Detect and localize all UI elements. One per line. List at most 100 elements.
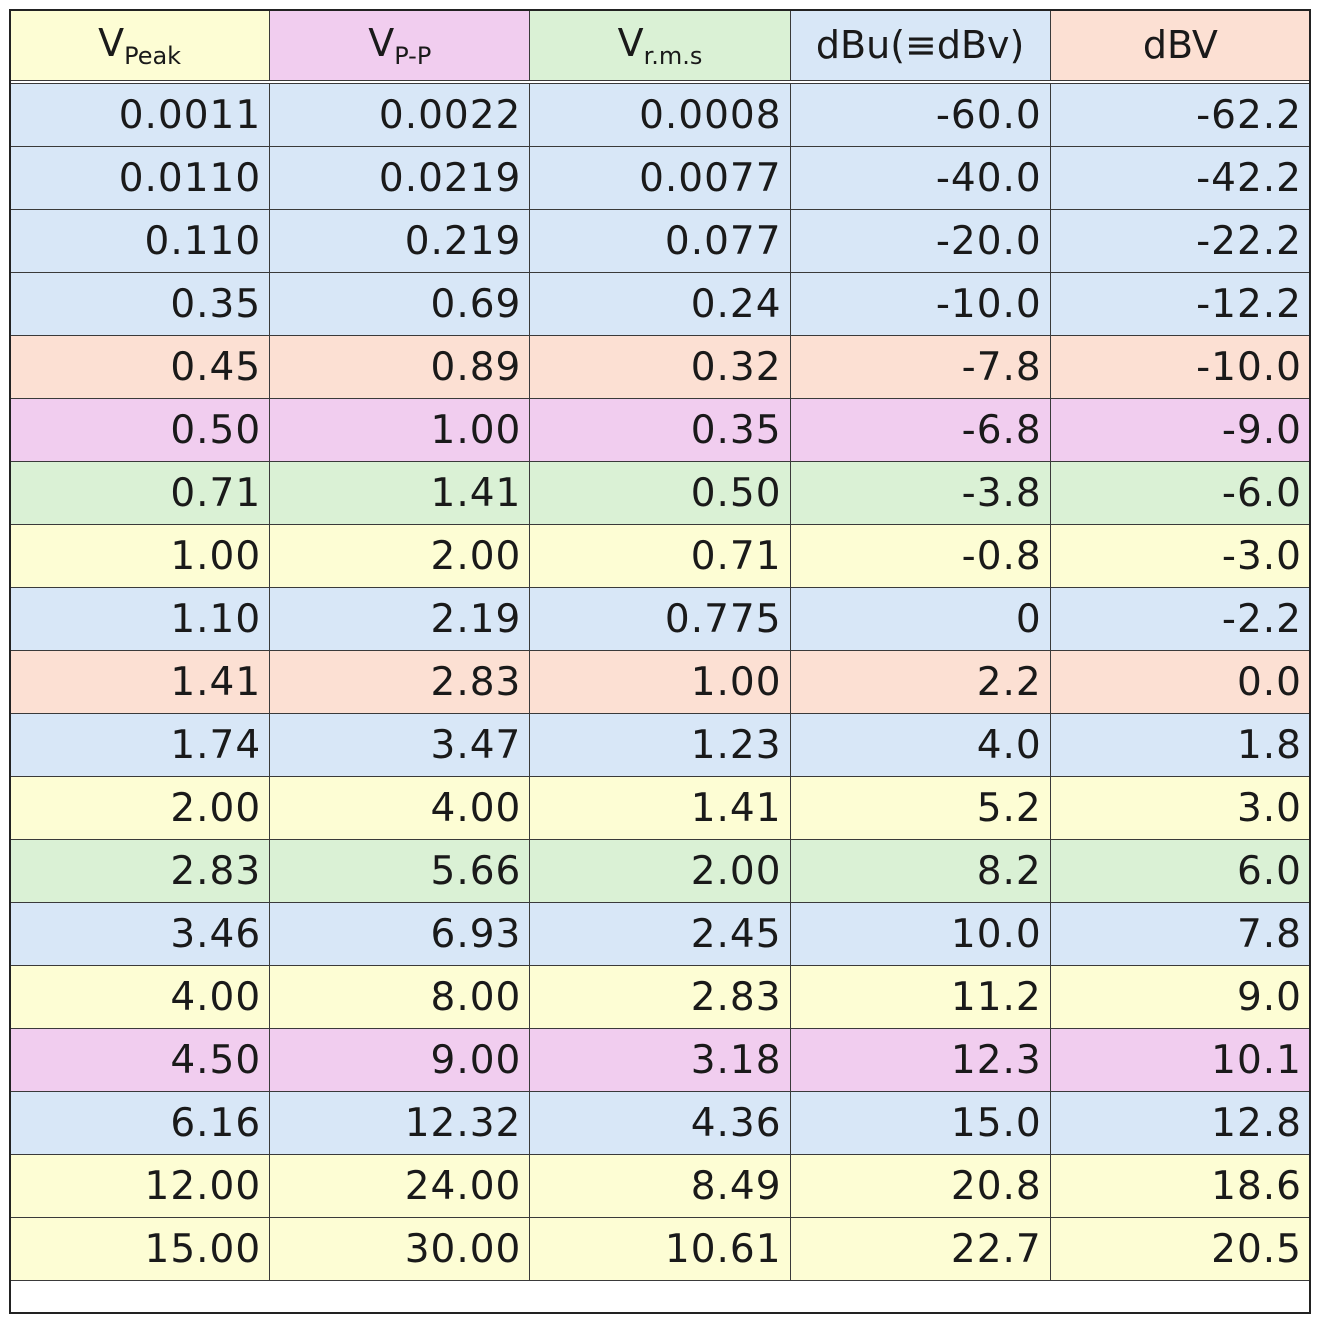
- table-cell-dbu: -7.8: [789, 335, 1051, 399]
- table-cell-vrms: 1.00: [529, 650, 791, 714]
- table-cell-vpp: 1.41: [269, 461, 531, 525]
- table-cell-vrms: 2.45: [529, 902, 791, 966]
- table-cell-vpp: 0.219: [269, 209, 531, 273]
- table-row: 0.110 0.219 0.077 -20.0 -22.2: [8, 209, 1312, 273]
- table-cell-vpp: 5.66: [269, 839, 531, 903]
- table-cell-dbu: -0.8: [789, 524, 1051, 588]
- table-cell-vrms: 8.49: [529, 1154, 791, 1218]
- table-row: 6.16 12.32 4.36 15.0 12.8: [8, 1091, 1312, 1155]
- table-cell-dbu: 15.0: [789, 1091, 1051, 1155]
- table-row: 1.00 2.00 0.71 -0.8 -3.0: [8, 524, 1312, 588]
- header-cell-vrms: Vr.m.s: [529, 9, 791, 84]
- header-cell-vpp: VP-P: [269, 9, 531, 84]
- table-cell-dbv: 1.8: [1049, 713, 1312, 777]
- table-cell-vpp: 2.83: [269, 650, 531, 714]
- table-cell-dbu: -40.0: [789, 146, 1051, 210]
- table-cell-vrms: 0.077: [529, 209, 791, 273]
- table-cell-vpp: 0.89: [269, 335, 531, 399]
- table-cell-dbv: 12.8: [1049, 1091, 1312, 1155]
- table-cell-vrms: 0.24: [529, 272, 791, 336]
- table-cell-vrms: 0.0008: [529, 81, 791, 147]
- table-cell-dbv: -62.2: [1049, 81, 1312, 147]
- table-cell-dbu: 4.0: [789, 713, 1051, 777]
- table-row: 2.00 4.00 1.41 5.2 3.0: [8, 776, 1312, 840]
- table-row: 0.0110 0.0219 0.0077 -40.0 -42.2: [8, 146, 1312, 210]
- table-cell-dbv: -12.2: [1049, 272, 1312, 336]
- table-cell-dbu: 20.8: [789, 1154, 1051, 1218]
- table-cell-vpeak: 0.71: [8, 461, 271, 525]
- table-cell-vpeak: 1.74: [8, 713, 271, 777]
- table-cell-vpp: 4.00: [269, 776, 531, 840]
- table-cell-vrms: 4.36: [529, 1091, 791, 1155]
- table-cell-vpeak: 0.35: [8, 272, 271, 336]
- table-cell-vrms: 1.23: [529, 713, 791, 777]
- table-cell-vpp: 2.00: [269, 524, 531, 588]
- table-cell-dbu: 8.2: [789, 839, 1051, 903]
- table-row: 4.00 8.00 2.83 11.2 9.0: [8, 965, 1312, 1029]
- table-cell-dbu: -6.8: [789, 398, 1051, 462]
- table-row: 1.10 2.19 0.775 0 -2.2: [8, 587, 1312, 651]
- table-cell-dbu: 2.2: [789, 650, 1051, 714]
- table-cell-dbv: -2.2: [1049, 587, 1312, 651]
- voltage-conversion-table: VPeak VP-P Vr.m.s dBu(≡dBv) dBV 0.0011 0.…: [8, 9, 1312, 1281]
- table-cell-dbv: 6.0: [1049, 839, 1312, 903]
- table-row: 1.41 2.83 1.00 2.2 0.0: [8, 650, 1312, 714]
- header-subscript: r.m.s: [643, 41, 703, 70]
- header-cell-dbu: dBu(≡dBv): [789, 9, 1051, 84]
- table-cell-dbv: -22.2: [1049, 209, 1312, 273]
- table-cell-dbu: 0: [789, 587, 1051, 651]
- header-cell-vpeak: VPeak: [8, 9, 271, 84]
- table-cell-dbv: -9.0: [1049, 398, 1312, 462]
- table-cell-dbv: 20.5: [1049, 1217, 1312, 1281]
- table-cell-dbu: 10.0: [789, 902, 1051, 966]
- header-cell-dbv: dBV: [1049, 9, 1312, 84]
- table-cell-vpp: 0.0022: [269, 81, 531, 147]
- table-row: 1.74 3.47 1.23 4.0 1.8: [8, 713, 1312, 777]
- table-row: 0.50 1.00 0.35 -6.8 -9.0: [8, 398, 1312, 462]
- header-subscript: Peak: [124, 41, 182, 70]
- table-cell-dbu: -10.0: [789, 272, 1051, 336]
- table-cell-vpp: 8.00: [269, 965, 531, 1029]
- table-cell-vrms: 2.00: [529, 839, 791, 903]
- table-cell-vpp: 6.93: [269, 902, 531, 966]
- table-cell-vpeak: 1.00: [8, 524, 271, 588]
- header-main: V: [368, 20, 395, 65]
- table-cell-vpeak: 0.0011: [8, 81, 271, 147]
- table-cell-vpeak: 15.00: [8, 1217, 271, 1281]
- table-cell-dbv: 3.0: [1049, 776, 1312, 840]
- table-cell-vpp: 9.00: [269, 1028, 531, 1092]
- header-subscript: P-P: [394, 41, 432, 70]
- table-cell-vpeak: 4.00: [8, 965, 271, 1029]
- table-cell-vpp: 0.69: [269, 272, 531, 336]
- table-cell-vpp: 24.00: [269, 1154, 531, 1218]
- table-cell-dbv: 10.1: [1049, 1028, 1312, 1092]
- table-cell-dbv: 7.8: [1049, 902, 1312, 966]
- table-body: 0.0011 0.0022 0.0008 -60.0 -62.2 0.0110 0.0219…: [8, 81, 1312, 1281]
- table-cell-dbv: 9.0: [1049, 965, 1312, 1029]
- table-cell-vpeak: 0.0110: [8, 146, 271, 210]
- table-cell-dbu: -20.0: [789, 209, 1051, 273]
- table-cell-vpeak: 0.110: [8, 209, 271, 273]
- table-cell-dbv: -42.2: [1049, 146, 1312, 210]
- table-cell-vpeak: 0.50: [8, 398, 271, 462]
- table-cell-dbv: -3.0: [1049, 524, 1312, 588]
- table-cell-vrms: 10.61: [529, 1217, 791, 1281]
- table-row: 0.35 0.69 0.24 -10.0 -12.2: [8, 272, 1312, 336]
- table-cell-vpeak: 6.16: [8, 1091, 271, 1155]
- table-cell-vpeak: 12.00: [8, 1154, 271, 1218]
- table-cell-dbv: 18.6: [1049, 1154, 1312, 1218]
- header-main: dBV: [1142, 23, 1218, 67]
- table-row: 4.50 9.00 3.18 12.3 10.1: [8, 1028, 1312, 1092]
- table-cell-vrms: 0.35: [529, 398, 791, 462]
- table-cell-vpp: 1.00: [269, 398, 531, 462]
- table-cell-vrms: 1.41: [529, 776, 791, 840]
- table-cell-vpeak: 0.45: [8, 335, 271, 399]
- table-row: 0.45 0.89 0.32 -7.8 -10.0: [8, 335, 1312, 399]
- table-cell-vpp: 3.47: [269, 713, 531, 777]
- table-row: 2.83 5.66 2.00 8.2 6.0: [8, 839, 1312, 903]
- table-header: VPeak VP-P Vr.m.s dBu(≡dBv) dBV: [8, 9, 1312, 84]
- table-row: 15.00 30.00 10.61 22.7 20.5: [8, 1217, 1312, 1281]
- table-row: 0.71 1.41 0.50 -3.8 -6.0: [8, 461, 1312, 525]
- table-cell-vrms: 0.32: [529, 335, 791, 399]
- header-main: V: [98, 20, 125, 65]
